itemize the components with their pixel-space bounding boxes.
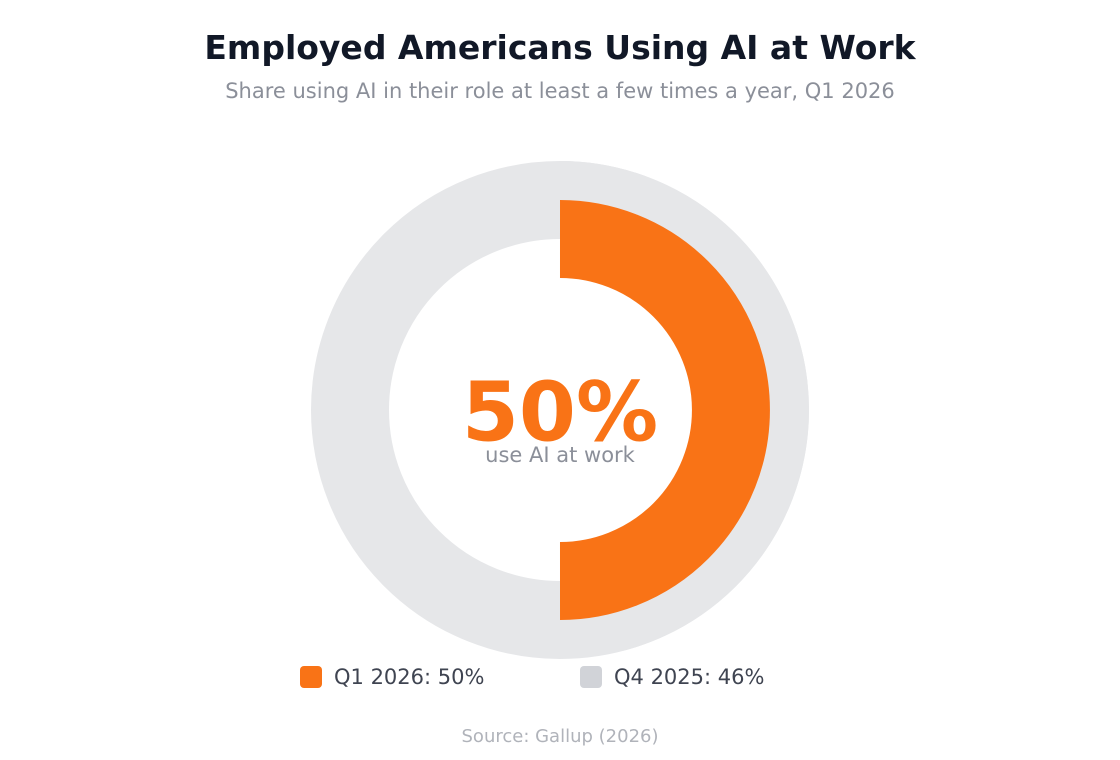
legend-swatch bbox=[300, 666, 322, 688]
q1-2026-arc bbox=[559, 200, 770, 620]
legend-label: Q4 2025: 46% bbox=[614, 665, 765, 689]
legend-item-q1-2026: Q1 2026: 50% bbox=[300, 664, 484, 690]
legend-swatch bbox=[580, 666, 602, 688]
chart-subtitle: Share using AI in their role at least a … bbox=[225, 79, 895, 103]
legend-label: Q1 2026: 50% bbox=[334, 665, 485, 689]
center-caption: use AI at work bbox=[485, 443, 636, 467]
chart-title: Employed Americans Using AI at Work bbox=[204, 28, 916, 67]
legend-item-q4-2025: Q4 2025: 46% bbox=[580, 664, 764, 690]
source-note: Source: Gallup (2026) bbox=[461, 726, 659, 747]
center-value: 50% bbox=[462, 365, 658, 460]
